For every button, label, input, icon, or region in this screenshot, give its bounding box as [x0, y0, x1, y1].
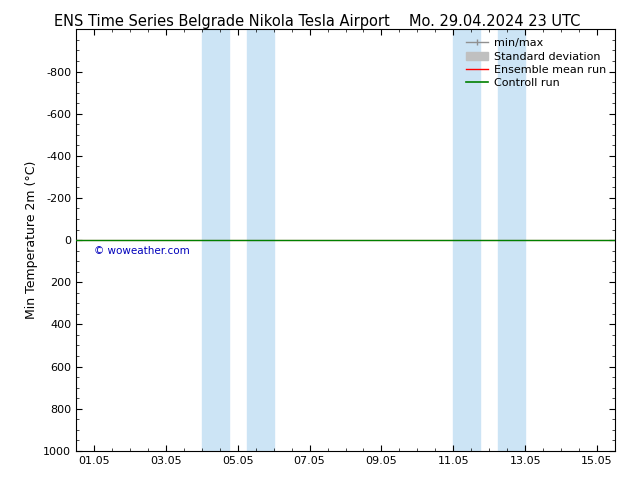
Bar: [247, 29, 274, 451]
Bar: [498, 29, 525, 451]
Legend: min/max, Standard deviation, Ensemble mean run, Controll run: min/max, Standard deviation, Ensemble me…: [463, 35, 609, 92]
Bar: [202, 29, 229, 451]
Bar: [453, 29, 480, 451]
Text: © woweather.com: © woweather.com: [94, 246, 190, 256]
Text: Mo. 29.04.2024 23 UTC: Mo. 29.04.2024 23 UTC: [409, 14, 580, 29]
Y-axis label: Min Temperature 2m (°C): Min Temperature 2m (°C): [25, 161, 37, 319]
Text: ENS Time Series Belgrade Nikola Tesla Airport: ENS Time Series Belgrade Nikola Tesla Ai…: [54, 14, 390, 29]
